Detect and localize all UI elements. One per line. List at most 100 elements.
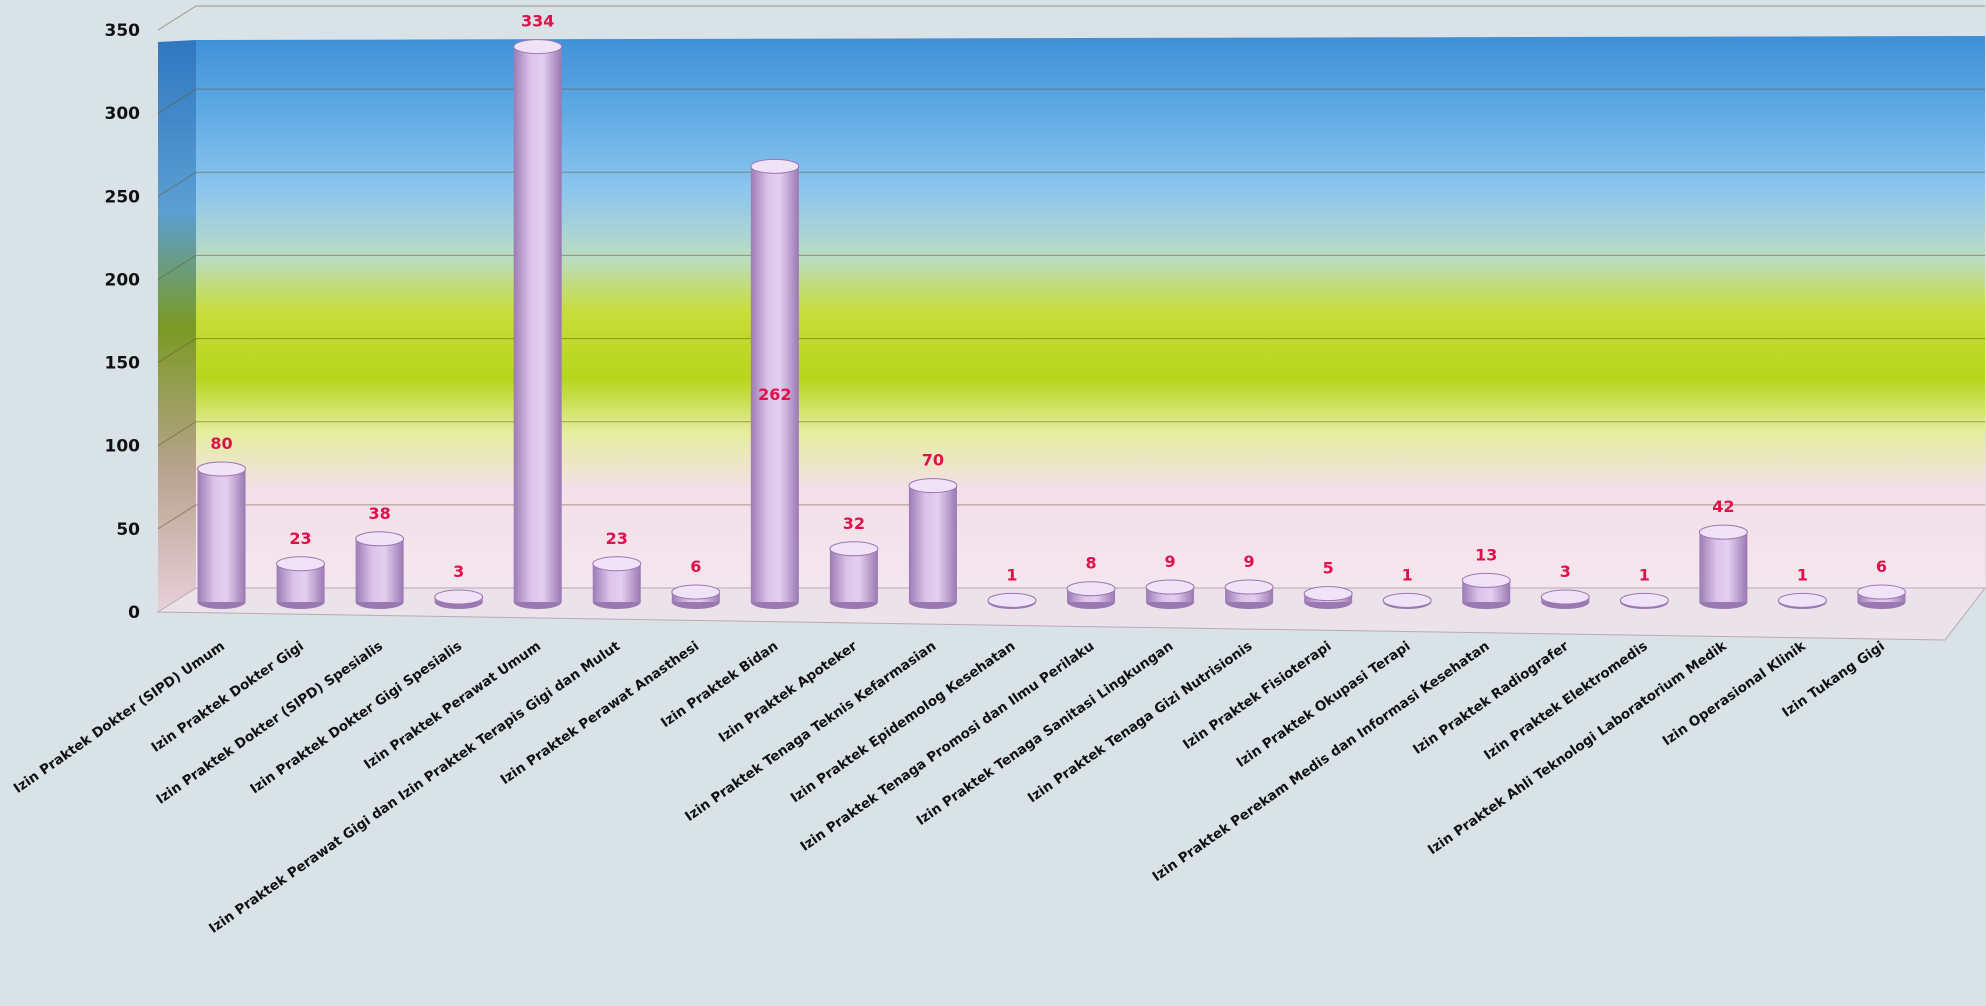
- bar-top: [829, 541, 879, 557]
- bar: [1540, 589, 1590, 609]
- gridlines: [157, 5, 1985, 530]
- data-label: 3: [1560, 562, 1571, 581]
- bar: [355, 531, 405, 609]
- bar: [513, 39, 563, 609]
- bar: [1777, 592, 1827, 609]
- bar: [671, 584, 721, 609]
- bar-top: [276, 556, 326, 572]
- x-tick-label: Izin Praktek Apoteker: [716, 638, 861, 746]
- bar-top: [1303, 586, 1353, 602]
- bar: [1145, 579, 1195, 609]
- x-tick-label: Izin Operasional Klinik: [1660, 638, 1810, 750]
- data-label: 1: [1402, 565, 1413, 584]
- x-tick-label: Izin Praktek Radiografer: [1410, 638, 1572, 758]
- data-label: 262: [758, 385, 791, 404]
- bar-body: [513, 46, 562, 602]
- bar-top: [1224, 579, 1274, 595]
- bar: [1619, 592, 1669, 609]
- bar: [1224, 579, 1274, 609]
- bar-top: [355, 531, 405, 547]
- data-label: 32: [843, 514, 865, 533]
- data-label: 1: [1797, 565, 1808, 584]
- y-tick-label: 300: [105, 104, 141, 124]
- data-labels: 80 23 38 3 334 23 6 262 32 70 1 8 9 9 5 1 13 3 1 42 1 6: [210, 12, 1887, 585]
- bar: [276, 556, 326, 609]
- bar-body: [197, 468, 246, 602]
- back-wall: [196, 36, 1985, 588]
- bar-top: [1540, 589, 1590, 605]
- bar-top: [1461, 572, 1511, 588]
- bar: [908, 478, 958, 609]
- bar-body: [829, 548, 878, 602]
- bar: [1698, 524, 1748, 609]
- bar-top: [1777, 592, 1827, 608]
- bar-top: [513, 39, 563, 55]
- bar-top: [1145, 579, 1195, 595]
- bar-top: [1856, 584, 1906, 600]
- bar-top: [1619, 592, 1669, 608]
- y-tick-label: 0: [128, 603, 140, 623]
- bar: [1856, 584, 1906, 609]
- data-label: 80: [210, 434, 232, 453]
- bar-top: [908, 478, 958, 494]
- data-label: 38: [368, 504, 390, 523]
- bar: [592, 556, 642, 609]
- bar-body: [908, 485, 957, 602]
- bar: [197, 461, 247, 609]
- bar-body: [750, 166, 799, 602]
- data-label: 8: [1085, 554, 1096, 573]
- bar: [1382, 592, 1432, 609]
- bar-body: [355, 538, 404, 602]
- data-label: 9: [1244, 552, 1255, 571]
- bar-top: [197, 461, 247, 477]
- bar: [829, 541, 879, 609]
- gridline-side: [157, 5, 197, 31]
- data-label: 1: [1639, 565, 1650, 584]
- y-tick-label: 150: [105, 354, 141, 374]
- x-tick-label: Izin Praktek Elektromedis: [1481, 638, 1650, 763]
- gridline-side: [157, 338, 197, 363]
- bar-top: [434, 589, 484, 605]
- gridline-side: [157, 255, 197, 280]
- data-label: 42: [1712, 497, 1734, 516]
- y-tick-label: 50: [116, 520, 140, 540]
- bar-top: [1066, 581, 1116, 597]
- x-tick-label: Izin Praktek Tenaga Promosi dan Ilmu Per…: [797, 638, 1097, 855]
- bar-top: [592, 556, 642, 572]
- bar: [1066, 581, 1116, 609]
- data-label: 23: [289, 529, 311, 548]
- data-label: 334: [521, 12, 554, 31]
- x-tick-label: Izin Praktek Ahli Teknologi Laboratorium…: [1425, 638, 1731, 859]
- side-wall: [158, 40, 196, 612]
- gridline-side: [157, 88, 197, 114]
- y-tick-label: 350: [105, 21, 141, 41]
- data-label: 1: [1006, 565, 1017, 584]
- data-label: 6: [1876, 557, 1887, 576]
- y-tick-label: 100: [105, 437, 141, 457]
- bars: [197, 39, 1906, 609]
- gridline-side: [157, 504, 197, 530]
- bar-top: [750, 158, 800, 174]
- bar: [1461, 572, 1511, 609]
- data-label: 6: [690, 557, 701, 576]
- bar-body: [1699, 532, 1748, 602]
- bar: [987, 592, 1037, 609]
- gridline-side: [157, 171, 197, 197]
- x-tick-label: Izin Praktek Fisioterapi: [1180, 638, 1334, 753]
- bar-top: [987, 592, 1037, 608]
- data-label: 13: [1475, 545, 1497, 564]
- data-label: 5: [1323, 559, 1334, 578]
- bar: [750, 158, 800, 609]
- y-tick-label: 250: [105, 187, 141, 207]
- data-label: 23: [606, 529, 628, 548]
- y-axis-ticks: 0 50 100 150 200 250 300 350: [105, 21, 141, 623]
- bar-top: [671, 584, 721, 600]
- data-label: 9: [1164, 552, 1175, 571]
- gridline-side: [157, 421, 197, 447]
- y-tick-label: 200: [105, 270, 141, 290]
- bar-top: [1382, 592, 1432, 608]
- data-label: 70: [922, 451, 944, 470]
- x-tick-label: Izin Praktek Dokter Gigi: [148, 638, 306, 756]
